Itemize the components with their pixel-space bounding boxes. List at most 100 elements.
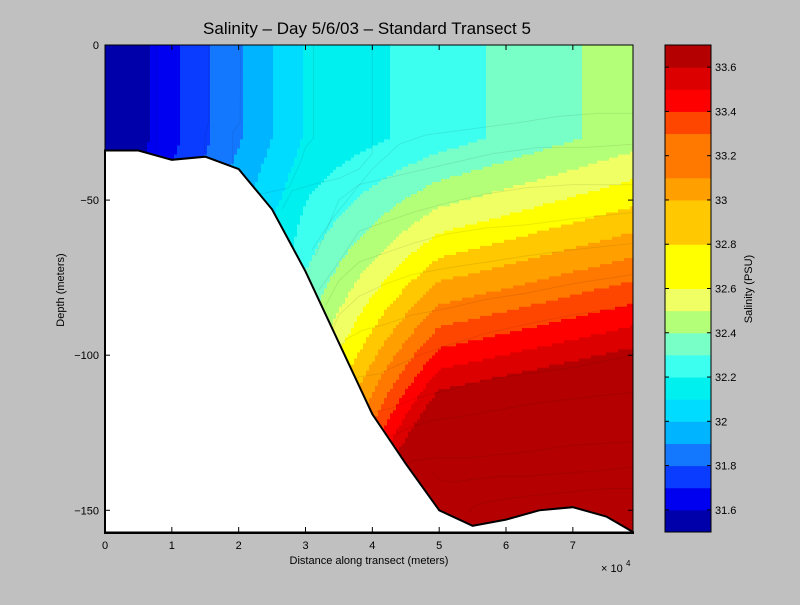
contour-cell <box>177 130 181 134</box>
contour-cell <box>120 99 124 104</box>
contour-cell <box>150 118 154 122</box>
contour-cell <box>105 66 109 70</box>
contour-cell <box>144 130 148 134</box>
contour-cell <box>144 127 148 131</box>
contour-cell <box>144 78 148 83</box>
contour-cell <box>144 54 148 58</box>
contour-cell <box>132 72 136 77</box>
contour-cell <box>141 148 145 153</box>
contour-cell <box>150 72 154 77</box>
contour-cell <box>111 93 115 98</box>
contour-cell <box>189 99 193 104</box>
contour-cell <box>159 111 163 116</box>
contour-cell <box>165 115 169 119</box>
contour-cell <box>189 127 193 131</box>
contour-cell <box>111 84 115 89</box>
contour-cell <box>114 96 118 101</box>
contour-cell <box>168 154 172 159</box>
contour-cell <box>189 130 193 134</box>
contour-cell <box>174 130 178 134</box>
contour-cell <box>186 148 190 153</box>
contour-cell <box>108 111 112 116</box>
contour-cell <box>105 130 109 134</box>
contour-cell <box>138 142 142 147</box>
contour-cell <box>156 118 160 122</box>
contour-cell <box>156 78 160 83</box>
contour-cell <box>180 136 184 140</box>
contour-cell <box>174 66 178 70</box>
contour-cell <box>183 75 187 80</box>
contour-cell <box>105 139 109 143</box>
contour-cell <box>189 54 193 58</box>
contour-cell <box>144 118 148 122</box>
contour-cell <box>126 54 130 58</box>
contour-cell <box>138 72 142 77</box>
contour-cell <box>150 148 154 153</box>
contour-cell <box>129 133 133 137</box>
contour-cell <box>165 127 169 131</box>
contour-cell <box>186 111 190 116</box>
contour-cell <box>123 118 127 122</box>
contour-cell <box>168 96 172 101</box>
contour-cell <box>156 142 160 147</box>
contour-cell <box>138 102 142 107</box>
contour-cell <box>129 96 133 101</box>
contour-cell <box>192 87 196 92</box>
contour-cell <box>141 96 145 101</box>
contour-cell <box>132 142 136 147</box>
contour-cell <box>123 57 127 61</box>
contour-cell <box>147 136 151 140</box>
contour-cell <box>171 81 175 86</box>
contour-cell <box>171 93 175 98</box>
contour-cell <box>126 139 130 143</box>
contour-cell <box>156 139 160 143</box>
contour-cell <box>180 118 184 122</box>
contour-cell <box>132 124 136 128</box>
contour-cell <box>105 57 109 61</box>
contour-cell <box>147 48 151 52</box>
contour-cell <box>192 130 196 134</box>
contour-cell <box>192 139 196 143</box>
contour-cell <box>117 127 121 131</box>
contour-cell <box>111 87 115 92</box>
contour-cell <box>138 48 142 52</box>
contour-cell <box>192 102 196 107</box>
contour-cell <box>138 84 142 89</box>
contour-cell <box>120 54 124 58</box>
contour-cell <box>159 118 163 122</box>
contour-cell <box>114 54 118 58</box>
contour-cell <box>189 69 193 73</box>
contour-cell <box>159 66 163 70</box>
contour-cell <box>108 115 112 119</box>
contour-cell <box>165 105 169 110</box>
contour-cell <box>168 51 172 55</box>
contour-cell <box>165 133 169 137</box>
contour-cell <box>156 69 160 73</box>
contour-cell <box>186 99 190 104</box>
contour-cell <box>126 105 130 110</box>
contour-cell <box>174 142 178 147</box>
contour-cell <box>168 102 172 107</box>
contour-cell <box>120 51 124 55</box>
contour-cell <box>171 84 175 89</box>
contour-cell <box>147 124 151 128</box>
contour-cell <box>111 81 115 86</box>
contour-cell <box>141 57 145 61</box>
contour-cell <box>123 115 127 119</box>
contour-cell <box>168 142 172 147</box>
contour-cell <box>111 145 115 150</box>
contour-cell <box>153 93 157 98</box>
contour-cell <box>144 93 148 98</box>
contour-cell <box>111 54 115 58</box>
contour-cell <box>186 133 190 137</box>
contour-cell <box>159 72 163 77</box>
contour-cell <box>156 45 160 49</box>
contour-cell <box>129 142 133 147</box>
contour-cell <box>114 66 118 70</box>
contour-cell <box>138 81 142 86</box>
contour-cell <box>174 105 178 110</box>
contour-cell <box>183 66 187 70</box>
contour-cell <box>174 96 178 101</box>
contour-cell <box>186 87 190 92</box>
